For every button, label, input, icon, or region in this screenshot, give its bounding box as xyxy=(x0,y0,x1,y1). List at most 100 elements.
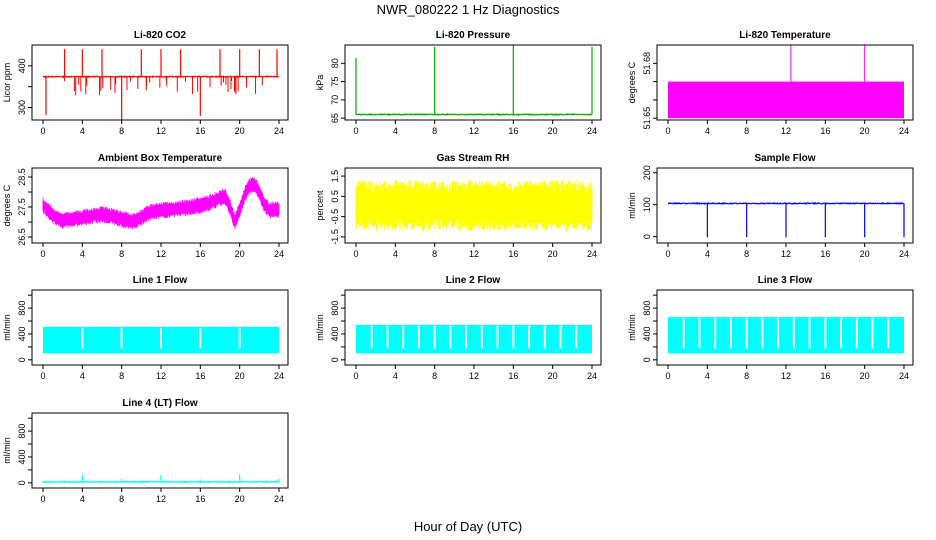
x-tick-label: 20 xyxy=(860,371,870,381)
y-tick-label: 800 xyxy=(17,424,27,439)
x-tick-label: 8 xyxy=(119,249,124,259)
y-tick-label: 100 xyxy=(642,197,652,212)
panel-ylabel: Licor ppm xyxy=(2,63,12,103)
y-tick-label: 400 xyxy=(17,326,27,341)
x-tick-label: 24 xyxy=(587,249,597,259)
x-tick-label: 20 xyxy=(860,249,870,259)
x-tick-label: 20 xyxy=(235,249,245,259)
band-gap xyxy=(417,325,420,349)
y-tick-label: 400 xyxy=(17,449,27,464)
x-tick-label: 12 xyxy=(156,249,166,259)
panel-3: Ambient Box Temperature degrees C 0 4 8 12 16 2… xyxy=(2,153,289,259)
band-gap xyxy=(449,325,452,349)
x-tick-label: 12 xyxy=(469,126,479,136)
x-tick-label: 8 xyxy=(119,126,124,136)
x-tick-label: 12 xyxy=(156,494,166,504)
panel-data xyxy=(355,45,593,117)
y-tick-label: 400 xyxy=(17,58,27,73)
x-tick-label: 12 xyxy=(469,249,479,259)
panel-ylabel: percent xyxy=(315,190,325,221)
y-tick-label: 65 xyxy=(330,113,340,123)
panel-data xyxy=(42,474,280,484)
panel-data xyxy=(356,324,592,354)
x-tick-label: 16 xyxy=(508,126,518,136)
x-tick-label: 12 xyxy=(156,371,166,381)
x-tick-label: 20 xyxy=(548,371,558,381)
y-tick-label: 200 xyxy=(642,165,652,180)
x-tick-label: 8 xyxy=(744,126,749,136)
y-tick-label: 400 xyxy=(330,326,340,341)
band-gap xyxy=(792,318,795,349)
x-tick-label: 0 xyxy=(665,126,670,136)
panel-0: Li-820 CO2 Licor ppm 0 4 8 12 16 20 24 300 400 xyxy=(2,30,289,136)
panel-title: Line 2 Flow xyxy=(446,275,501,286)
band-gap xyxy=(824,318,827,349)
x-tick-label: 0 xyxy=(665,249,670,259)
x-tick-label: 0 xyxy=(40,494,45,504)
panel-frame xyxy=(344,44,602,121)
x-tick-label: 0 xyxy=(665,371,670,381)
panel-data xyxy=(668,201,905,238)
band-gap xyxy=(120,327,123,349)
x-tick-label: 4 xyxy=(705,371,710,381)
band-gap xyxy=(465,325,468,349)
series-band xyxy=(668,81,904,119)
x-tick-label: 12 xyxy=(781,249,791,259)
band-gap xyxy=(808,318,811,349)
x-tick-label: 4 xyxy=(393,249,398,259)
x-tick-label: 24 xyxy=(274,249,284,259)
panel-8: Line 3 Flow ml/min 0 4 8 12 16 20 24 0 400 800 xyxy=(627,275,914,381)
band-gap xyxy=(887,318,890,349)
x-tick-label: 4 xyxy=(80,249,85,259)
panel-7: Line 2 Flow ml/min 0 4 8 12 16 20 24 0 400 800 xyxy=(315,275,602,381)
panel-2: Li-820 Temperature degrees C 0 4 8 12 16 20 24 51… xyxy=(627,30,914,136)
x-tick-label: 8 xyxy=(119,494,124,504)
x-tick-label: 12 xyxy=(781,126,791,136)
band-gap xyxy=(402,325,405,349)
x-tick-label: 16 xyxy=(195,494,205,504)
x-tick-label: 0 xyxy=(353,371,358,381)
panel-frame xyxy=(31,289,289,366)
y-tick-label: 0.5 xyxy=(330,190,340,203)
panel-ylabel: degrees C xyxy=(627,61,637,103)
band-gap xyxy=(761,318,764,349)
panel-9: Line 4 (LT) Flow ml/min 0 4 8 12 16 20 24 0 400 800 xyxy=(2,398,289,504)
x-tick-label: 4 xyxy=(705,126,710,136)
band-gap xyxy=(480,325,483,349)
figure-xlabel: Hour of Day (UTC) xyxy=(414,519,522,534)
panel-title: Line 1 Flow xyxy=(133,275,188,286)
x-tick-label: 8 xyxy=(744,371,749,381)
x-tick-label: 12 xyxy=(469,371,479,381)
panel-data xyxy=(43,326,279,354)
x-tick-label: 24 xyxy=(274,494,284,504)
x-tick-label: 0 xyxy=(40,371,45,381)
panel-ylabel: ml/min xyxy=(2,314,12,341)
series-band xyxy=(356,324,592,354)
band-gap xyxy=(840,318,843,349)
y-tick-label: 800 xyxy=(642,301,652,316)
band-gap xyxy=(238,327,241,349)
panel-1: Li-820 Pressure kPa 0 4 8 12 16 20 24 65 70 75 80 xyxy=(315,30,602,136)
panel-title: Li-820 CO2 xyxy=(134,30,187,41)
x-tick-label: 0 xyxy=(40,126,45,136)
x-tick-label: 24 xyxy=(899,371,909,381)
panel-title: Li-820 Temperature xyxy=(739,30,831,41)
series-band xyxy=(355,180,593,231)
panel-ylabel: kPa xyxy=(315,75,325,91)
series-line xyxy=(668,201,904,206)
x-tick-label: 12 xyxy=(156,126,166,136)
x-tick-label: 16 xyxy=(820,371,830,381)
x-tick-label: 24 xyxy=(899,249,909,259)
x-tick-label: 16 xyxy=(195,371,205,381)
panel-5: Sample Flow ml/min 0 4 8 12 16 20 24 0 100 200 xyxy=(627,153,914,259)
panel-ylabel: ml/min xyxy=(315,314,325,341)
series-band xyxy=(668,317,904,354)
panel-4: Gas Stream RH percent 0 4 8 12 16 20 24 -1.5 -0.5 0… xyxy=(315,153,602,259)
panel-frame xyxy=(31,167,289,244)
panel-ylabel: ml/min xyxy=(627,192,637,219)
figure-title: NWR_080222 1 Hz Diagnostics xyxy=(377,2,560,17)
band-gap xyxy=(199,327,202,349)
x-tick-label: 4 xyxy=(80,371,85,381)
panel-title: Ambient Box Temperature xyxy=(98,153,223,164)
